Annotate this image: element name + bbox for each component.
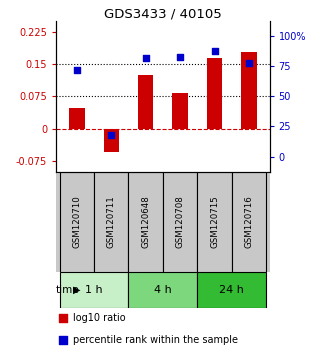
- Bar: [60, 172, 94, 272]
- Bar: [94, 172, 128, 272]
- Bar: [138, 75, 153, 129]
- Bar: [103, 129, 119, 152]
- Point: [143, 55, 148, 61]
- Bar: [163, 172, 197, 272]
- Bar: [172, 93, 188, 129]
- Point: [178, 54, 183, 59]
- Point: [109, 132, 114, 138]
- Text: log10 ratio: log10 ratio: [73, 313, 126, 323]
- Bar: [232, 172, 266, 272]
- Text: 1 h: 1 h: [85, 285, 103, 295]
- Text: GSM120648: GSM120648: [141, 195, 150, 248]
- Point: [74, 67, 79, 73]
- Text: 24 h: 24 h: [219, 285, 244, 295]
- Text: GSM120710: GSM120710: [72, 195, 81, 248]
- Point: [212, 48, 217, 53]
- Bar: [241, 52, 257, 129]
- Text: ▶: ▶: [74, 285, 81, 295]
- Point: [60, 315, 65, 321]
- Point: [60, 337, 65, 343]
- Bar: [197, 272, 266, 308]
- Bar: [128, 172, 163, 272]
- Bar: [69, 108, 84, 129]
- Text: GSM120715: GSM120715: [210, 195, 219, 248]
- Text: time: time: [56, 285, 80, 295]
- Text: 4 h: 4 h: [154, 285, 172, 295]
- Bar: [197, 172, 232, 272]
- Text: GSM120711: GSM120711: [107, 195, 116, 248]
- Bar: [207, 58, 222, 129]
- Title: GDS3433 / 40105: GDS3433 / 40105: [104, 7, 222, 20]
- Bar: [128, 272, 197, 308]
- Text: GSM120716: GSM120716: [245, 195, 254, 248]
- Text: percentile rank within the sample: percentile rank within the sample: [73, 335, 238, 345]
- Text: GSM120708: GSM120708: [176, 195, 185, 248]
- Point: [247, 60, 252, 65]
- Bar: [60, 272, 128, 308]
